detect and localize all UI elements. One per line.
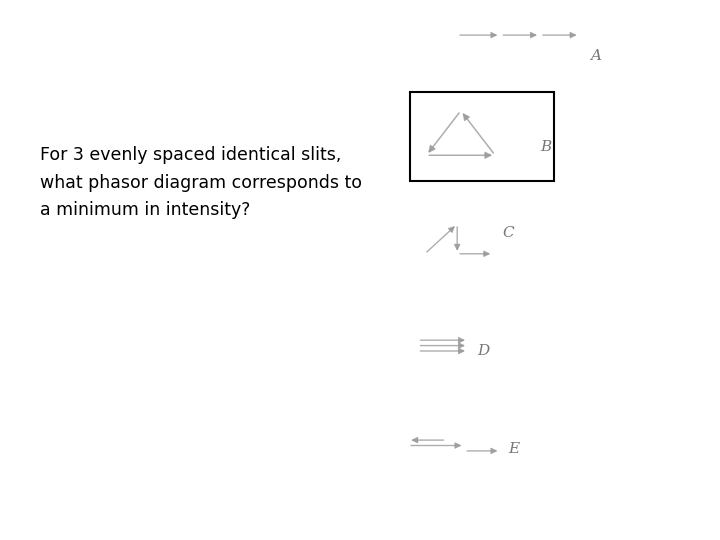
Text: D: D xyxy=(477,344,490,358)
Text: C: C xyxy=(503,226,514,240)
Text: For 3 evenly spaced identical slits,
what phasor diagram corresponds to
a minimu: For 3 evenly spaced identical slits, wha… xyxy=(40,146,361,219)
Text: B: B xyxy=(540,140,552,154)
Text: A: A xyxy=(590,49,601,63)
Text: E: E xyxy=(508,442,519,456)
